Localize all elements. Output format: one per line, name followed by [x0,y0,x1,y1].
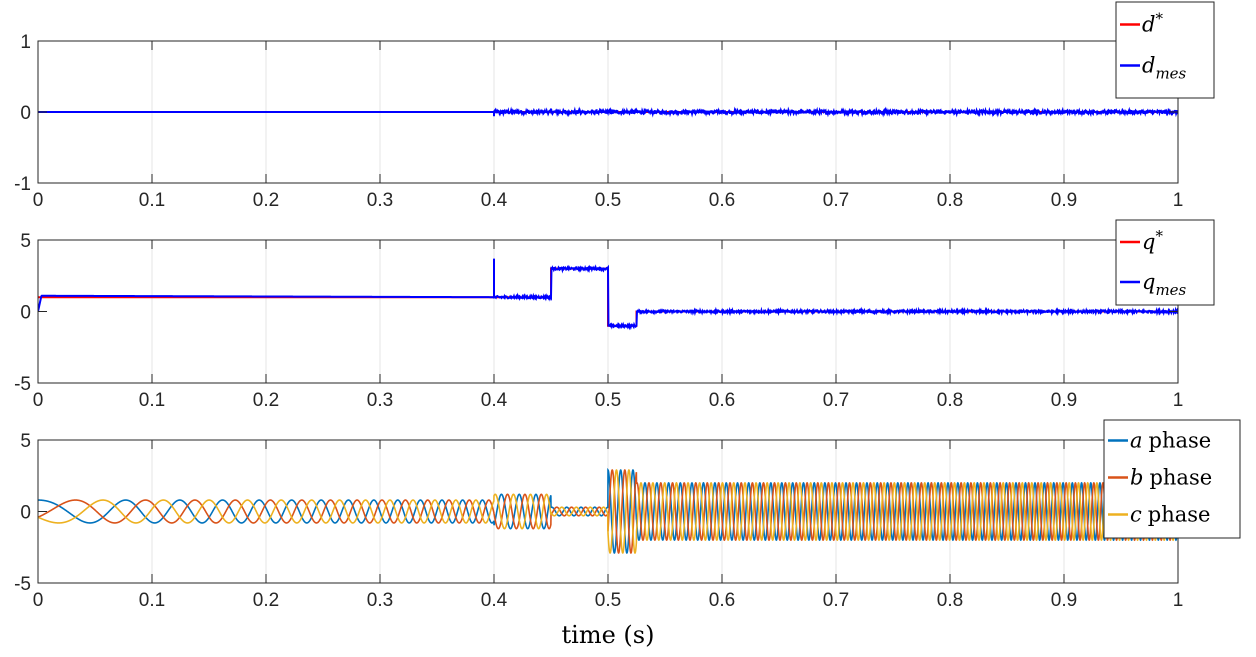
x-tick-label: 1 [1173,590,1184,611]
x-tick-label: 1 [1173,190,1184,211]
x-tick-label: 0.5 [595,390,621,411]
x-tick-label: 0.1 [139,390,165,411]
x-tick-label: 0.3 [367,190,393,211]
x-tick-label: 0.4 [481,590,508,611]
x-tick-label: 0.8 [937,390,963,411]
x-tick-label: 0.4 [481,190,508,211]
y-tick-label: -5 [14,374,31,395]
x-tick-label: 0.3 [367,390,393,411]
x-tick-label: 0.4 [481,390,508,411]
legend-entry: qmes [1142,270,1187,299]
x-tick-label: 0 [33,190,44,211]
x-tick-label: 0.9 [1051,190,1077,211]
plot-q-axis: 0 0.1 0.2 0.3 0.4 0.5 0.6 0.7 0.8 0.9 150-5q*qmes [14,219,1215,411]
y-tick-label: 5 [20,431,31,452]
legend-entry: a phase [1130,429,1211,453]
x-axis-label: time (s) [562,621,655,649]
x-tick-label: 1 [1173,390,1184,411]
plot-d-axis: 0 0.1 0.2 0.3 0.4 0.5 0.6 0.7 0.8 0.9 110-1d*dmes [14,1,1215,211]
x-tick-label: 0 [33,390,44,411]
legend-box [1115,219,1215,306]
x-tick-label: 0.7 [823,390,849,411]
y-tick-label: -1 [14,174,31,195]
x-tick-label: 0.7 [823,190,849,211]
legend-entry: d* [1142,10,1163,37]
legend-box [1115,1,1215,99]
series-line [38,467,1178,554]
legend-entry: b phase [1130,466,1212,490]
x-tick-label: 0.5 [595,190,621,211]
x-tick-label: 0.6 [709,190,735,211]
legend: a phase b phase c phase [1103,419,1241,539]
y-tick-label: 0 [20,503,31,524]
x-tick-label: 0.2 [253,590,279,611]
x-tick-label: 0.9 [1051,590,1077,611]
y-tick-label: 0 [20,303,31,324]
y-tick-label: 5 [20,231,31,252]
x-tick-label: 0.1 [139,190,165,211]
x-tick-label: 0.2 [253,190,279,211]
series-line [38,106,1178,118]
y-tick-label: -5 [14,574,31,595]
x-tick-label: 0.6 [709,390,735,411]
y-tick-label: 1 [20,32,31,53]
legend-entry: dmes [1142,54,1187,83]
x-tick-label: 0.8 [937,590,963,611]
x-tick-label: 0 [33,590,44,611]
x-tick-label: 0.9 [1051,390,1077,411]
x-tick-label: 0.2 [253,390,279,411]
series-line [38,469,1178,554]
series-line [38,258,1178,331]
legend-entry: q* [1142,227,1163,254]
legend: q* qmes [1115,219,1215,306]
x-tick-label: 0.5 [595,590,621,611]
x-tick-label: 0.6 [709,590,735,611]
legend-entry: c phase [1130,503,1210,527]
y-tick-label: 0 [20,103,31,124]
x-tick-label: 0.1 [139,590,165,611]
legend: d* dmes [1115,1,1215,99]
x-tick-label: 0.3 [367,590,393,611]
x-tick-label: 0.8 [937,190,963,211]
x-tick-label: 0.7 [823,590,849,611]
